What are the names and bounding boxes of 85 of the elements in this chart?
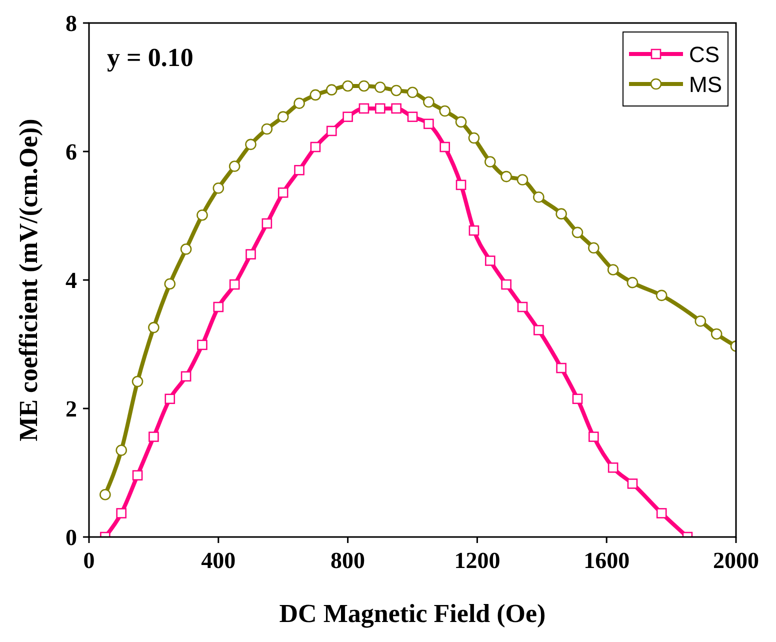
- x-tick-label: 400: [201, 548, 236, 573]
- point: [468, 132, 480, 144]
- point: [694, 315, 706, 327]
- point: [277, 111, 289, 122]
- point: [180, 244, 192, 255]
- point: [656, 290, 668, 302]
- point: [164, 394, 176, 404]
- point: [455, 116, 467, 128]
- point: [588, 432, 599, 442]
- point: [608, 462, 618, 473]
- x-tick-label: 1200: [454, 548, 500, 573]
- point: [261, 123, 273, 135]
- x-tick-label: 2000: [713, 548, 759, 573]
- point: [710, 328, 722, 340]
- point: [406, 86, 418, 98]
- point: [572, 226, 584, 238]
- point: [424, 118, 434, 130]
- point: [294, 98, 305, 109]
- point: [534, 324, 544, 336]
- point: [407, 112, 418, 122]
- point: [456, 180, 466, 190]
- point: [100, 488, 111, 500]
- annotation: y = 0.10: [107, 43, 194, 72]
- y-tick-label: 4: [66, 268, 78, 293]
- x-tick-label: 1600: [584, 548, 630, 573]
- point: [132, 376, 144, 388]
- point: [358, 80, 370, 92]
- point: [500, 170, 512, 182]
- point: [390, 84, 402, 96]
- point: [533, 191, 544, 203]
- point: [626, 276, 638, 288]
- point: [588, 242, 600, 254]
- point: [262, 218, 272, 229]
- point: [116, 508, 126, 518]
- point: [245, 138, 256, 150]
- y-tick-label: 0: [66, 525, 77, 550]
- point: [440, 142, 450, 152]
- y-tick-label: 6: [66, 140, 77, 164]
- point: [148, 322, 160, 334]
- point: [148, 432, 159, 442]
- point: [468, 225, 480, 236]
- point: [278, 187, 288, 198]
- point: [375, 103, 386, 114]
- point: [229, 279, 240, 290]
- x-tick-label: 0: [83, 548, 95, 573]
- point: [556, 362, 566, 374]
- legend-label: CS: [689, 42, 720, 67]
- point: [439, 105, 450, 117]
- point: [326, 84, 338, 96]
- point: [517, 302, 528, 312]
- point: [627, 478, 638, 489]
- point: [180, 371, 192, 382]
- y-axis-title: ME coefficient (mV/(cm.Oe)): [14, 118, 43, 442]
- point: [310, 142, 321, 152]
- point: [132, 470, 143, 480]
- point: [556, 208, 567, 220]
- point: [391, 103, 402, 114]
- point: [484, 156, 496, 168]
- point: [228, 160, 240, 172]
- point: [501, 279, 512, 290]
- point: [212, 182, 224, 194]
- point: [484, 256, 496, 266]
- point: [572, 394, 583, 404]
- x-tick-label: 800: [330, 548, 366, 573]
- point: [164, 278, 176, 290]
- y-tick-label: 2: [66, 396, 77, 422]
- point: [310, 89, 322, 101]
- point: [423, 96, 434, 108]
- y-tick-label: 8: [66, 11, 77, 36]
- point: [656, 508, 667, 518]
- point: [374, 82, 386, 93]
- point: [213, 302, 224, 312]
- point: [116, 444, 127, 456]
- point: [342, 112, 353, 122]
- point: [196, 209, 208, 221]
- point: [516, 174, 528, 186]
- point: [326, 126, 337, 136]
- point: [294, 164, 304, 176]
- point: [197, 340, 208, 350]
- point: [342, 80, 354, 92]
- point: [246, 249, 256, 260]
- legend-label: MS: [689, 72, 722, 97]
- x-axis-title: DC Magnetic Field (Oe): [279, 599, 546, 628]
- point: [358, 103, 370, 114]
- point: [607, 264, 619, 276]
